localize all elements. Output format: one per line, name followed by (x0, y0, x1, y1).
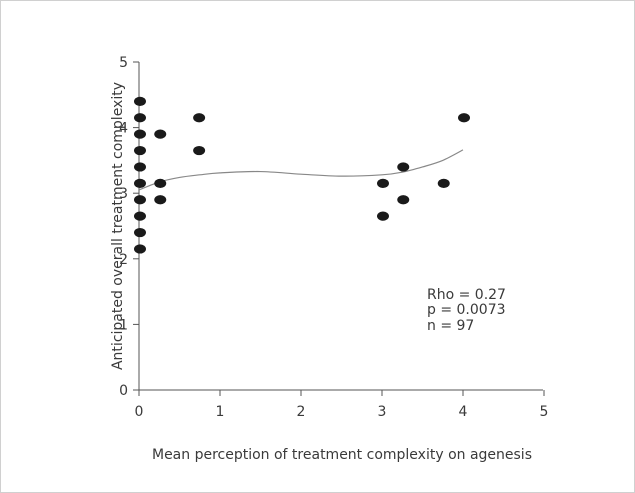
data-point (134, 96, 146, 106)
x-tick-label: 3 (378, 404, 387, 420)
data-point (134, 145, 146, 156)
data-point (397, 195, 410, 205)
data-points (134, 96, 470, 254)
stat-n: n = 97 (427, 318, 474, 334)
x-tick-label: 0 (135, 404, 144, 420)
data-point (154, 195, 167, 205)
x-tick-label: 2 (297, 404, 306, 420)
fit-curve (138, 149, 464, 191)
data-point (397, 162, 410, 172)
y-tick-label: 3 (119, 186, 128, 202)
y-axis-label: Anticipated overall treatment complexity (110, 82, 126, 370)
y-ticks: 0 1 2 3 4 5 (119, 55, 139, 399)
x-tick-label: 5 (540, 404, 549, 420)
y-tick-label: 2 (119, 252, 128, 268)
x-axis-label: Mean perception of treatment complexity … (152, 447, 532, 463)
y-tick-label: 5 (119, 55, 128, 71)
y-tick-label: 0 (119, 383, 128, 399)
stat-p: p = 0.0073 (427, 302, 506, 318)
stat-rho: Rho = 0.27 (427, 287, 506, 303)
data-point (134, 244, 146, 254)
data-point (134, 227, 146, 238)
data-point (154, 129, 167, 139)
data-point (458, 113, 470, 123)
data-point (134, 211, 146, 221)
data-point (134, 129, 146, 139)
data-point (134, 178, 146, 188)
data-point (134, 113, 146, 123)
y-tick-label: 1 (119, 317, 128, 333)
data-point (154, 178, 167, 188)
data-point (134, 162, 146, 172)
data-point (193, 145, 206, 156)
y-tick-label: 4 (119, 121, 128, 137)
x-ticks: 0 1 2 3 4 5 (135, 390, 549, 420)
data-point (437, 178, 450, 188)
data-point (193, 113, 206, 123)
x-tick-label: 1 (216, 404, 225, 420)
data-point (134, 195, 146, 205)
x-tick-label: 4 (459, 404, 468, 420)
data-point (377, 178, 389, 188)
data-point (377, 211, 389, 221)
